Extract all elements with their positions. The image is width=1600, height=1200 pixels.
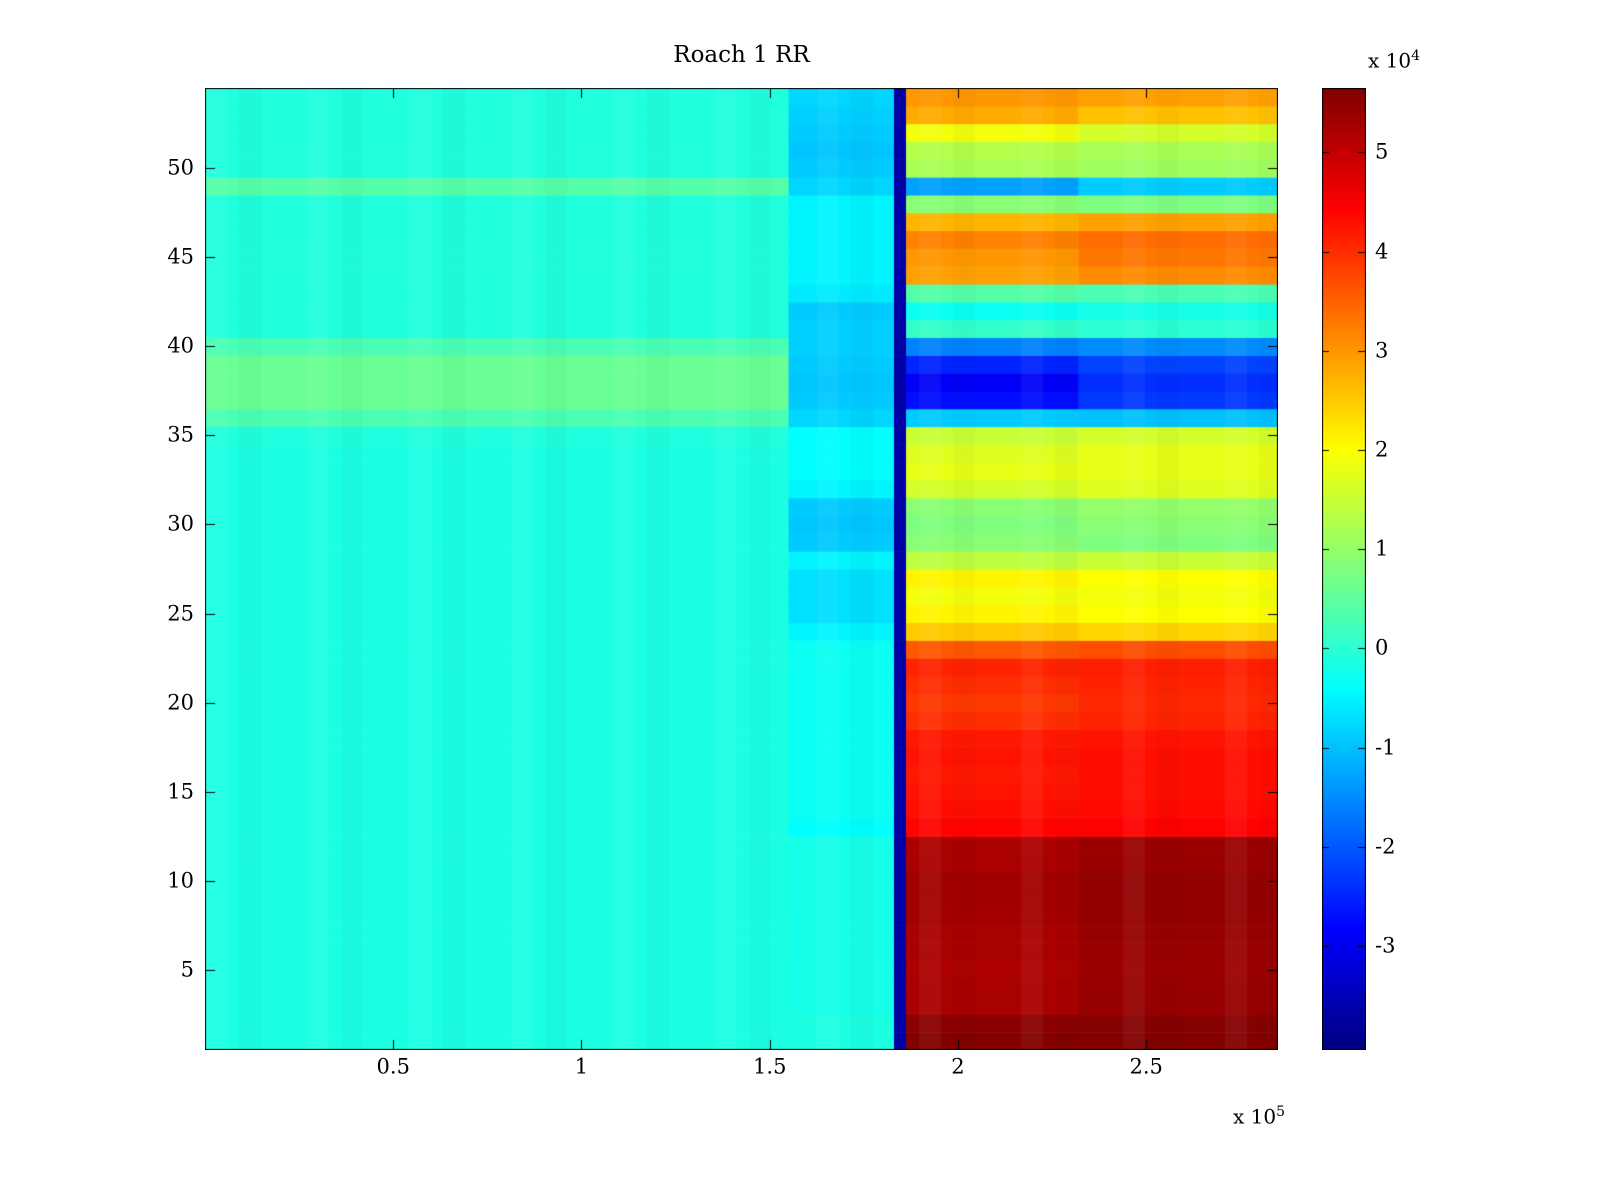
colorbar-multiplier: x 104	[1368, 48, 1420, 73]
x-tick-label: 2.5	[1129, 1054, 1163, 1079]
x-tick-label: 0.5	[376, 1054, 410, 1079]
y-tick-label: 25	[167, 601, 194, 626]
colorbar	[1322, 88, 1366, 1050]
colorbar-tick-label: 5	[1375, 139, 1389, 164]
colorbar-tick-label: -2	[1375, 834, 1396, 859]
y-tick-label: 30	[167, 511, 194, 536]
colorbar-multiplier-exponent: 4	[1411, 48, 1421, 64]
colorbar-tick-label: 0	[1375, 635, 1389, 660]
x-axis-multiplier: x 105	[1233, 1104, 1285, 1129]
colorbar-tick-label: 2	[1375, 437, 1389, 462]
x-tick-label: 2	[951, 1054, 965, 1079]
y-tick-label: 50	[167, 155, 194, 180]
y-tick-label: 10	[167, 868, 194, 893]
y-tick-label: 15	[167, 779, 194, 804]
heatmap-plot	[205, 88, 1278, 1050]
chart-title: Roach 1 RR	[673, 42, 810, 68]
colorbar-tick-label: 3	[1375, 338, 1389, 363]
colorbar-multiplier-text: x 10	[1368, 48, 1412, 73]
y-tick-label: 35	[167, 422, 194, 447]
colorbar-tick-label: 4	[1375, 239, 1389, 264]
y-tick-label: 45	[167, 244, 194, 269]
x-tick-label: 1.5	[753, 1054, 787, 1079]
y-tick-label: 40	[167, 333, 194, 358]
y-tick-label: 5	[180, 957, 194, 982]
colorbar-tick-label: 1	[1375, 536, 1389, 561]
x-tick-label: 1	[574, 1054, 589, 1079]
y-tick-label: 20	[167, 690, 194, 715]
colorbar-tick-label: -1	[1375, 735, 1396, 759]
x-axis-multiplier-text: x 10	[1232, 1104, 1277, 1129]
x-axis-multiplier-exponent: 5	[1276, 1104, 1285, 1120]
colorbar-tick-label: -3	[1375, 933, 1396, 958]
